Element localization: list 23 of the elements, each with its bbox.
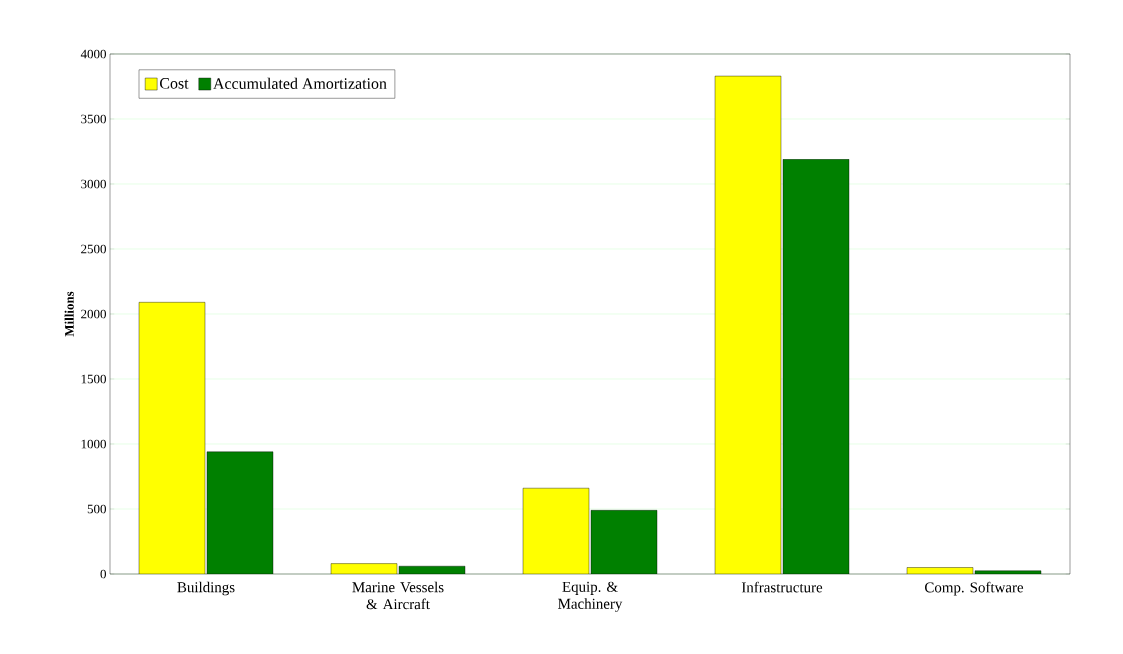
bar (206, 451, 274, 574)
y-tick-label: 4000 (80, 49, 106, 59)
y-tick-label: 2000 (81, 309, 106, 319)
y-tick-label: 1000 (81, 439, 106, 449)
x-tick-label: Buildings (177, 581, 235, 596)
bar (590, 510, 658, 574)
y-tick-label: 2500 (81, 244, 106, 254)
legend-label: Accumulated Amortization (213, 77, 387, 89)
x-tick-label: Equip. & Machinery (558, 581, 623, 612)
y-tick-label: 0 (100, 569, 106, 579)
bar (782, 159, 850, 574)
y-tick-label: 500 (87, 504, 106, 514)
y-tick-label: 3500 (81, 114, 106, 124)
y-tick-label: 3000 (81, 179, 106, 189)
y-axis-title: Millions (64, 291, 74, 337)
bar (714, 75, 782, 574)
x-tick-label: Infrastructure (741, 581, 823, 593)
legend-label: Cost (160, 78, 189, 89)
bar (522, 488, 590, 574)
x-tick-label: Marine Vessels & Aircraft (352, 581, 444, 610)
bar (138, 302, 206, 574)
x-tick-label: Comp. Software (925, 581, 1024, 596)
y-tick-label: 1500 (81, 374, 106, 384)
